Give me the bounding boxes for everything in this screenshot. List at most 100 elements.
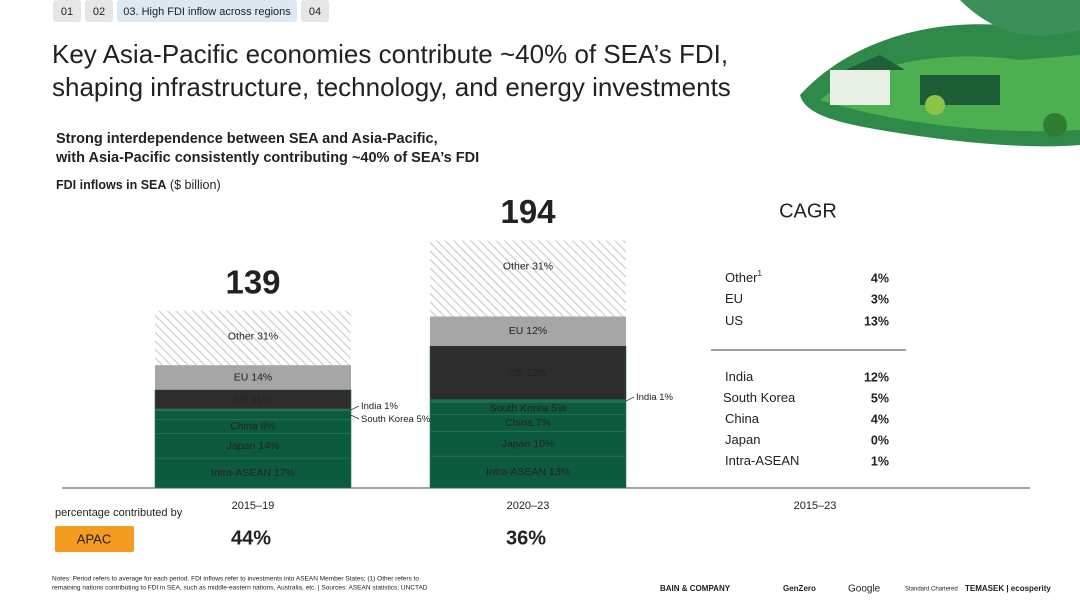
cagr-value: 3%	[871, 292, 889, 306]
tab[interactable]	[85, 0, 113, 22]
segment-name: US	[509, 367, 524, 379]
cagr-period: 2015–23	[794, 500, 837, 512]
segment-value: 7%	[536, 417, 551, 429]
cagr-name-text: Intra-ASEAN	[725, 453, 799, 468]
cagr-value: 1%	[871, 454, 889, 468]
cagr-value: 0%	[871, 433, 889, 447]
tab[interactable]	[117, 0, 297, 22]
logo: BAIN & COMPANY	[660, 584, 731, 593]
segment-value: 8%	[261, 420, 276, 432]
apac-value: 44%	[231, 527, 271, 549]
segment-label: China 7%	[505, 417, 551, 429]
cagr-value: 4%	[871, 271, 889, 285]
segment-name: Japan	[227, 440, 256, 452]
title: shaping infrastructure, technology, and …	[52, 72, 731, 102]
bar-segment	[155, 365, 351, 390]
logo: TEMASEK | ecosperity	[965, 584, 1051, 593]
cagr-value: 4%	[871, 412, 889, 426]
cagr-name: US	[725, 313, 743, 328]
segment-label: US 22%	[509, 367, 548, 379]
segment-label: EU 12%	[509, 325, 548, 337]
segment-value: 22%	[526, 367, 547, 379]
segment-value: 5%	[551, 402, 566, 414]
segment-value: 1%	[659, 392, 673, 403]
cagr-value: 12%	[864, 370, 889, 384]
bar-segment	[154, 457, 352, 489]
cagr-name-text: China	[725, 411, 760, 426]
cagr-name-text: Japan	[725, 432, 760, 447]
logo: GenZero	[783, 584, 816, 593]
cagr-name: Intra-ASEAN	[725, 453, 799, 468]
segment-name: India	[361, 400, 382, 411]
cagr-name-text: South Korea	[723, 390, 796, 405]
leader-line	[350, 405, 360, 411]
cagr-value: 5%	[871, 391, 889, 405]
segment-label: EU 14%	[234, 371, 273, 383]
tab-label: 03. High FDI inflow across regions	[123, 6, 291, 18]
apac-tag: APAC	[77, 531, 111, 546]
segment-value: 14%	[251, 371, 272, 383]
segment-label: Intra-ASEAN 13%	[486, 466, 570, 478]
segment-value: 17%	[274, 467, 295, 479]
bar-total: 194	[500, 193, 556, 230]
tab-label: 02	[93, 6, 105, 18]
segment-name: Japan	[502, 438, 531, 450]
segment-value: 11%	[252, 393, 272, 405]
bar-segment	[429, 431, 627, 457]
segment-value: 31%	[257, 330, 278, 342]
logo: Standard Chartered	[905, 587, 958, 593]
title: Key Asia-Pacific economies contribute ~4…	[52, 39, 728, 69]
cagr-name: Other1	[725, 269, 763, 285]
tab-label: 04	[309, 6, 321, 18]
bar-segment	[430, 240, 626, 317]
subtitle: Strong interdependence between SEA and A…	[56, 131, 438, 147]
segment-value: 31%	[532, 260, 553, 272]
segment-name: China	[505, 417, 533, 429]
bar-segment	[429, 345, 627, 401]
segment-label-outside: India 1%	[636, 392, 674, 403]
logo: Google	[848, 584, 881, 595]
segment-name: Intra-ASEAN	[486, 466, 546, 478]
tab[interactable]	[53, 0, 81, 22]
segment-value: 1%	[384, 400, 398, 411]
segment-label: Other 31%	[503, 260, 553, 272]
cagr-name: China	[725, 411, 760, 426]
bar-segment	[430, 316, 626, 346]
segment-name: Intra-ASEAN	[211, 467, 271, 479]
segment-label: Japan 10%	[502, 438, 555, 450]
chart-label-name: FDI inflows in SEA	[56, 178, 166, 192]
tab-bar: 01 02 03. High FDI inflow across regions 04	[53, 0, 329, 22]
x-tick-label: 2020–23	[507, 500, 550, 512]
cagr-title: CAGR	[779, 200, 837, 222]
cagr-name: EU	[725, 291, 743, 306]
segment-name: Other	[503, 260, 530, 272]
segment-value: 13%	[549, 466, 570, 478]
chart-label: FDI inflows in SEA ($ billion)	[56, 178, 221, 192]
cagr-name: Japan	[725, 432, 760, 447]
segment-label-outside: South Korea 5%	[361, 413, 431, 424]
x-tick-label: 2015–19	[232, 500, 275, 512]
tab[interactable]	[301, 0, 329, 22]
segment-label: Japan 14%	[227, 440, 280, 452]
segment-name: South Korea	[490, 402, 549, 414]
segment-label-outside: India 1%	[361, 400, 399, 411]
apac-value: 36%	[506, 527, 546, 549]
note: Notes: Period refers to average for each…	[52, 576, 419, 583]
bar-segment	[154, 410, 352, 420]
illustration	[800, 0, 1080, 147]
bar-segment	[155, 310, 351, 366]
cagr-name: South Korea	[723, 390, 796, 405]
segment-name: China	[230, 420, 258, 432]
leader-line	[350, 414, 360, 420]
subtitle: with Asia-Pacific consistently contribut…	[55, 150, 479, 166]
segment-name: EU	[234, 371, 249, 383]
segment-label: China 8%	[230, 420, 276, 432]
cagr-name-text: India	[725, 369, 754, 384]
tab-label: 01	[61, 6, 73, 18]
segment-name: South Korea	[361, 413, 415, 424]
bar-segment	[154, 433, 352, 459]
bar-total: 139	[225, 263, 280, 300]
segment-name: India	[636, 392, 657, 403]
segment-name: EU	[509, 325, 524, 337]
